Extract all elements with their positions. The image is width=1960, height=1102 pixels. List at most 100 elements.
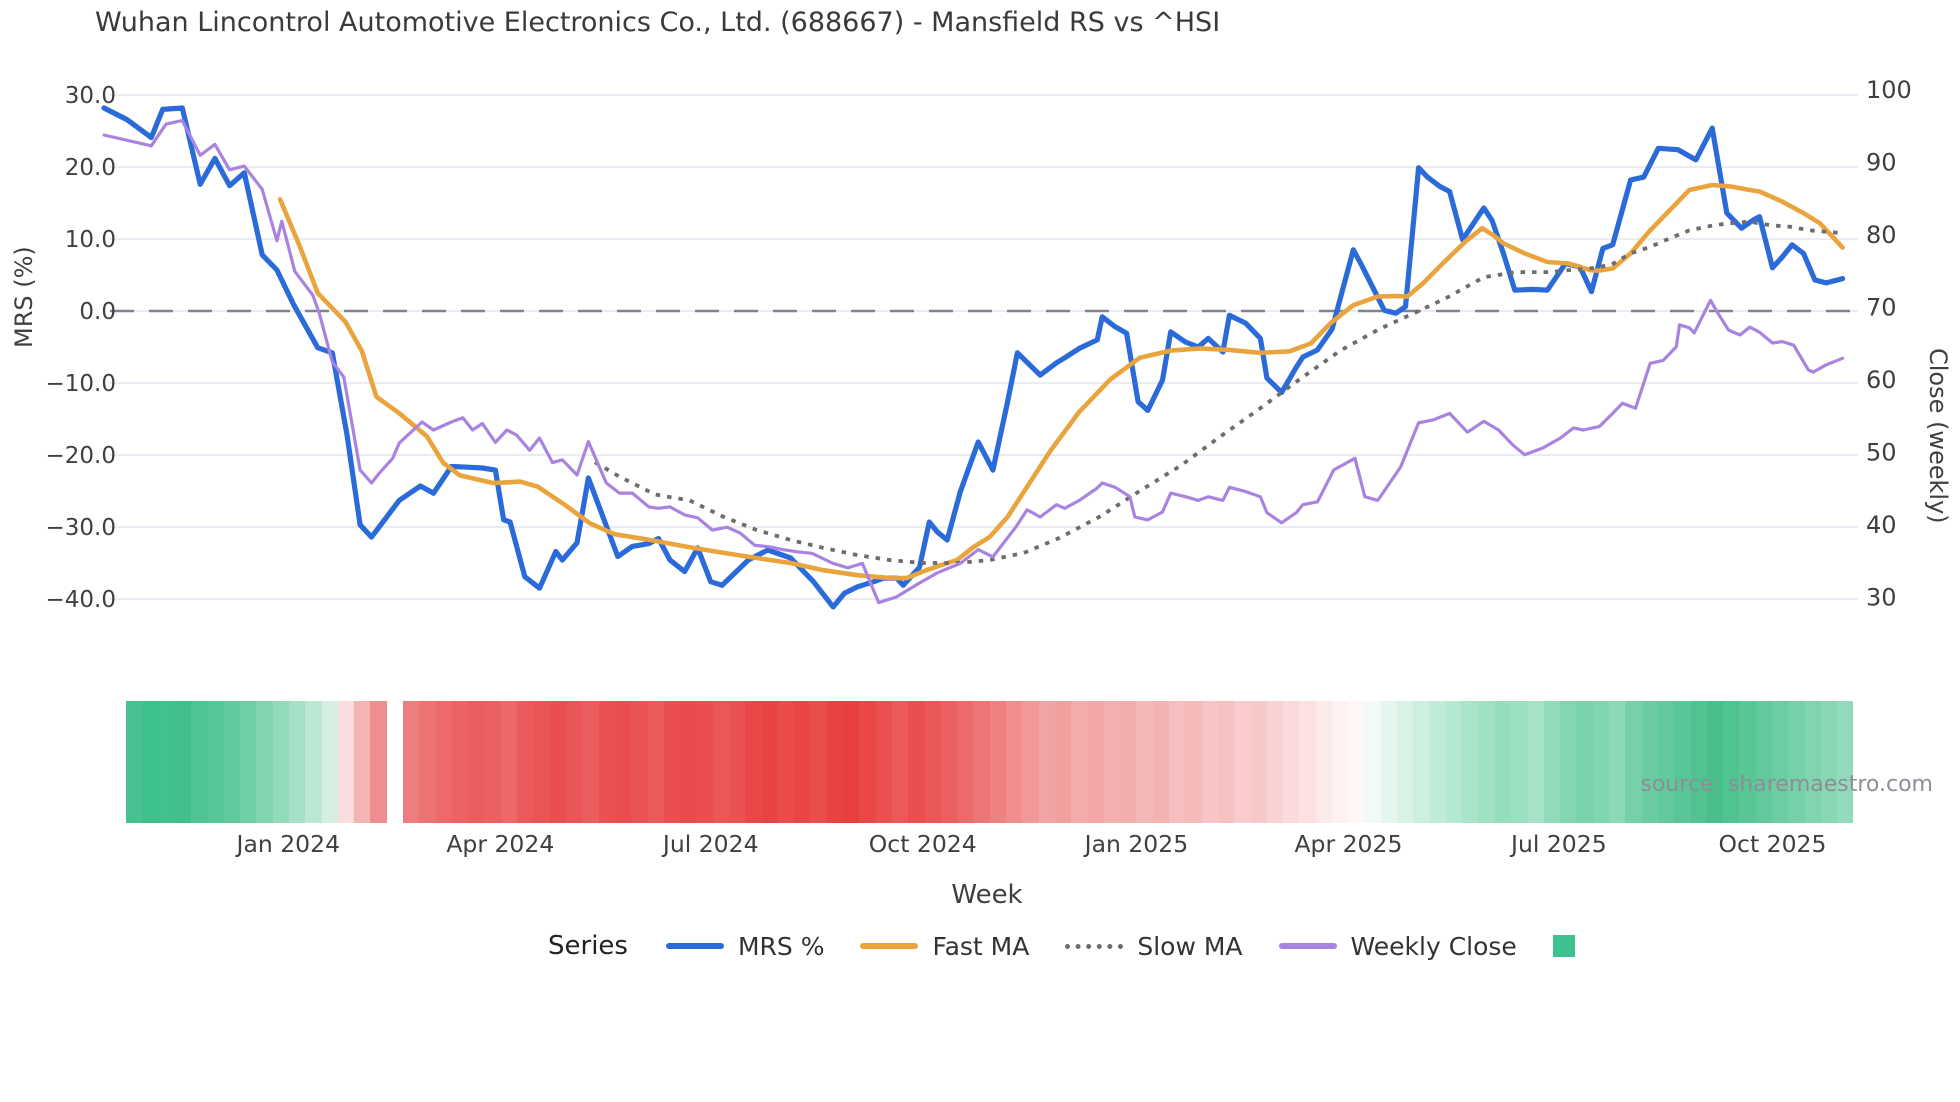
mrs-line-swatch bbox=[665, 943, 724, 949]
heatmap-cell-76 bbox=[1364, 701, 1381, 823]
heatmap-cell-20 bbox=[451, 701, 469, 823]
left-axis-tick--40: −40.0 bbox=[46, 587, 116, 613]
heatmap-cell-105 bbox=[1837, 701, 1854, 823]
heatmap-cell-104 bbox=[1820, 701, 1838, 823]
heatmap-cell-7 bbox=[240, 701, 257, 823]
heatmap-cell-44 bbox=[843, 701, 860, 823]
heatmap-cell-1 bbox=[142, 701, 159, 823]
heatmap-cell-21 bbox=[468, 701, 485, 823]
left-axis-tick--10: −10.0 bbox=[46, 371, 116, 397]
legend-item-fast-ma: Fast MA bbox=[860, 932, 1029, 961]
legend: Series MRS % Fast MA Slow MA Weekly Clos… bbox=[548, 931, 1575, 961]
heatmap-cell-94 bbox=[1657, 701, 1675, 823]
right-axis-tick-60: 60 bbox=[1866, 366, 1897, 394]
heatmap-cell-48 bbox=[908, 701, 925, 823]
left-axis-tick-10: 10.0 bbox=[65, 227, 116, 253]
right-axis-tick-40: 40 bbox=[1866, 511, 1897, 539]
heatmap-cell-82 bbox=[1462, 701, 1479, 823]
x-axis-tick-oct-2024: Oct 2024 bbox=[869, 830, 977, 858]
heatmap-cell-5 bbox=[207, 701, 224, 823]
heatmap-cell-12 bbox=[321, 701, 338, 823]
heatmap-cell-88 bbox=[1560, 701, 1577, 823]
x-axis-tick-apr-2025: Apr 2025 bbox=[1294, 830, 1402, 858]
heatmap-cell-0 bbox=[126, 701, 143, 823]
heatmap-cell-6 bbox=[223, 701, 241, 823]
heatmap-cell-71 bbox=[1283, 701, 1300, 823]
heatmap-cell-91 bbox=[1609, 701, 1626, 823]
x-axis-title: Week bbox=[951, 880, 1023, 910]
heatmap-cell-23 bbox=[500, 701, 518, 823]
heatmap-cell-66 bbox=[1201, 701, 1218, 823]
heatmap-cell-63 bbox=[1152, 701, 1170, 823]
legend-label-fast-ma: Fast MA bbox=[932, 931, 1030, 961]
heatmap-cell-40 bbox=[777, 701, 795, 823]
heatmap-cell-72 bbox=[1299, 701, 1316, 823]
heatmap-cell-64 bbox=[1169, 701, 1186, 823]
heatmap-cell-96 bbox=[1690, 701, 1707, 823]
heatmap-cell-74 bbox=[1331, 701, 1349, 823]
heatmap-cell-70 bbox=[1266, 701, 1284, 823]
heatmap-cell-101 bbox=[1772, 701, 1789, 823]
legend-series-label: Series bbox=[548, 931, 628, 961]
source-note: source: sharemaestro.com bbox=[1640, 772, 1933, 797]
heatmap-cell-19 bbox=[435, 701, 452, 823]
heatmap-cell-27 bbox=[566, 701, 583, 823]
left-axis-tick--30: −30.0 bbox=[46, 515, 116, 541]
heatmap-cell-4 bbox=[191, 701, 208, 823]
heatmap-cell-30 bbox=[614, 701, 632, 823]
heatmap-cell-75 bbox=[1348, 701, 1365, 823]
heatmap-cell-93 bbox=[1641, 701, 1658, 823]
heatmap-cell-37 bbox=[729, 701, 746, 823]
heatmap-cell-54 bbox=[1006, 701, 1023, 823]
legend-item-mrs: MRS % bbox=[665, 931, 825, 961]
right-axis-tick-90: 90 bbox=[1866, 149, 1897, 177]
heatmap-cell-10 bbox=[288, 701, 306, 823]
left-axis-tick--20: −20.0 bbox=[46, 443, 116, 469]
heatmap-cell-83 bbox=[1478, 701, 1495, 823]
heatmap-cell-53 bbox=[989, 701, 1007, 823]
heatmap-cell-92 bbox=[1625, 701, 1642, 823]
heatmap-cell-50 bbox=[940, 701, 958, 823]
series-line-slow-ma bbox=[593, 219, 1843, 565]
heatmap-cell-47 bbox=[891, 701, 909, 823]
heatmap-cell-68 bbox=[1234, 701, 1251, 823]
legend-item-slow-ma: Slow MA bbox=[1065, 931, 1243, 961]
legend-label-mrs: MRS % bbox=[737, 931, 825, 961]
heatmap-cell-51 bbox=[957, 701, 974, 823]
heatmap-cell-42 bbox=[810, 701, 827, 823]
heatmap-cell-38 bbox=[745, 701, 762, 823]
heatmap-cell-32 bbox=[647, 701, 664, 823]
heatmap-cell-14 bbox=[354, 701, 371, 823]
heatmap-cell-46 bbox=[875, 701, 892, 823]
weekly-strength-heatmap-strip bbox=[126, 701, 1854, 823]
right-axis-tick-70: 70 bbox=[1866, 294, 1897, 322]
heatmap-cell-78 bbox=[1397, 701, 1414, 823]
right-axis-tick-50: 50 bbox=[1866, 439, 1897, 467]
heatmap-cell-18 bbox=[419, 701, 436, 823]
heatmap-cell-60 bbox=[1103, 701, 1121, 823]
heatmap-cell-13 bbox=[337, 701, 355, 823]
series-line-fast-ma bbox=[277, 182, 1845, 581]
heatmap-cell-24 bbox=[517, 701, 534, 823]
heatmap-cell-29 bbox=[598, 701, 615, 823]
heatmap-cell-22 bbox=[484, 701, 501, 823]
heatmap-cell-95 bbox=[1674, 701, 1691, 823]
heatmap-cell-56 bbox=[1038, 701, 1055, 823]
heatmap-cell-84 bbox=[1494, 701, 1512, 823]
heatmap-cell-103 bbox=[1804, 701, 1821, 823]
heatmap-cell-36 bbox=[712, 701, 729, 823]
heatmap-cell-25 bbox=[533, 701, 550, 823]
heatmap-cell-49 bbox=[924, 701, 941, 823]
heatmap-cell-65 bbox=[1185, 701, 1202, 823]
heatmap-cell-77 bbox=[1380, 701, 1398, 823]
heatmap-cell-55 bbox=[1022, 701, 1039, 823]
heatmap-cell-99 bbox=[1739, 701, 1756, 823]
legend-label-slow-ma: Slow MA bbox=[1137, 931, 1243, 961]
heatmap-cell-3 bbox=[174, 701, 192, 823]
legend-item-weekly-close: Weekly Close bbox=[1278, 932, 1517, 961]
heatmap-cell-43 bbox=[826, 701, 844, 823]
x-axis-tick-jan-2025: Jan 2025 bbox=[1083, 830, 1189, 858]
weekly-close-line-swatch bbox=[1278, 943, 1337, 949]
heatmap-cell-62 bbox=[1136, 701, 1153, 823]
